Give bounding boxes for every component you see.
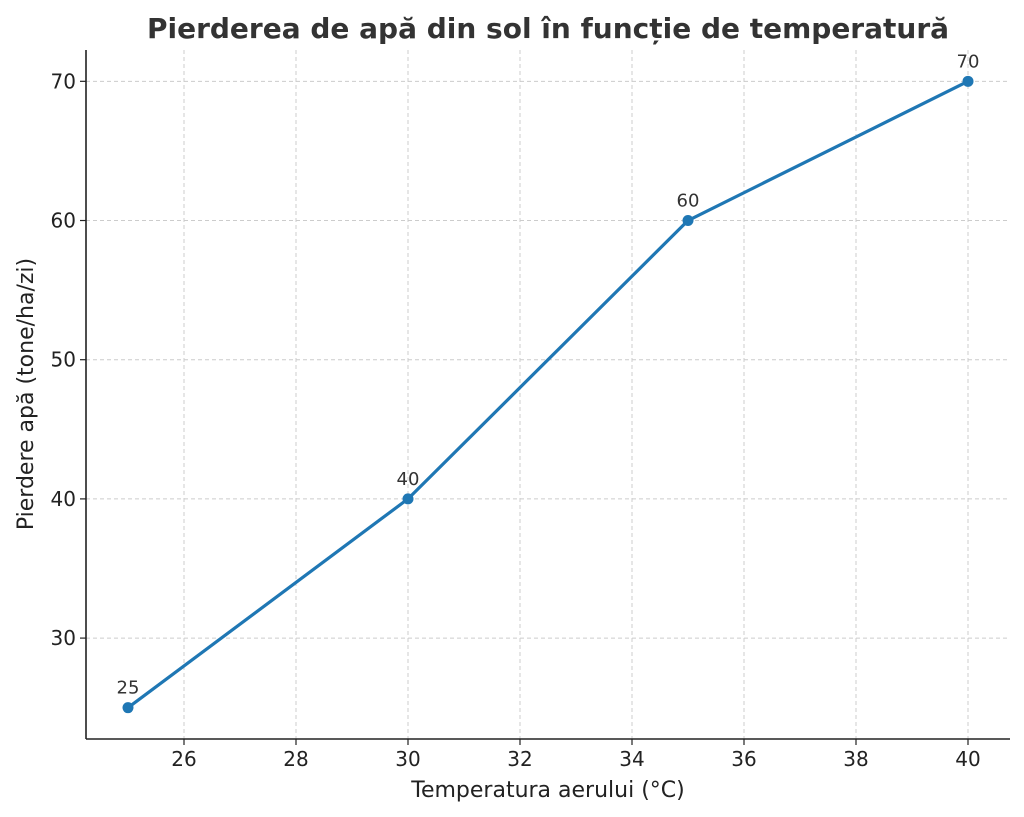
data-label: 40 (397, 469, 420, 490)
y-tick-label: 70 (51, 69, 76, 93)
data-point (122, 702, 134, 714)
y-tick-label: 30 (51, 626, 76, 650)
data-label: 70 (957, 51, 980, 72)
chart-title: Pierderea de apă din sol în funcție de t… (147, 12, 949, 45)
x-tick-label: 36 (731, 747, 756, 771)
data-point (962, 75, 974, 87)
series-line (126, 79, 970, 710)
x-tick-label: 28 (283, 747, 308, 771)
x-tick-label: 30 (395, 747, 420, 771)
y-tick-label: 60 (51, 209, 76, 233)
x-tick-label: 34 (619, 747, 644, 771)
data-point (402, 493, 414, 505)
x-tick-label: 40 (955, 747, 980, 771)
grid-lines (86, 50, 1010, 739)
data-labels: 25 40 60 70 (117, 51, 980, 698)
x-tick-label: 38 (843, 747, 868, 771)
data-label: 60 (677, 191, 700, 212)
y-axis-label: Pierdere apă (tone/ha/zi) (14, 258, 39, 530)
series-layer (122, 75, 974, 714)
y-tick-label: 40 (51, 487, 76, 511)
x-tick-label: 32 (507, 747, 532, 771)
x-axis-label: Temperatura aerului (°C) (410, 778, 684, 803)
data-label: 25 (117, 678, 140, 699)
data-point (682, 215, 694, 227)
x-tick-label: 26 (171, 747, 196, 771)
y-tick-label: 50 (51, 348, 76, 372)
axis-ticks: 26 28 30 32 34 36 38 40 30 40 50 60 70 (51, 69, 981, 771)
